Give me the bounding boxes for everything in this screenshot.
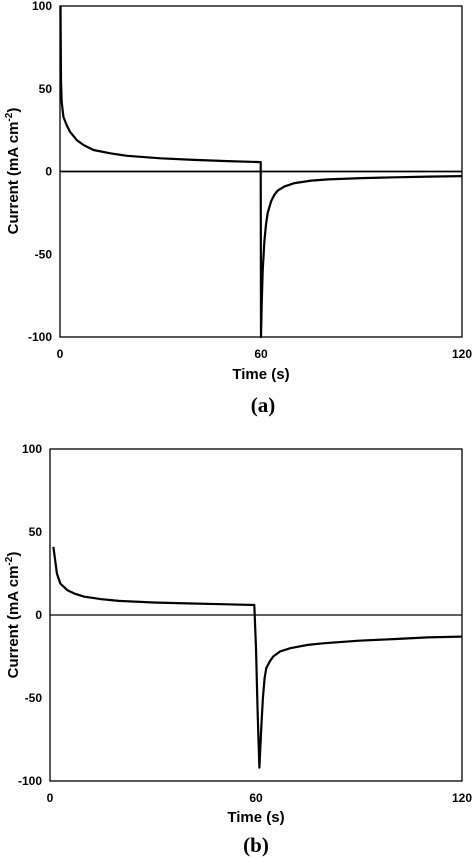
panel-b: 100 50 0 -50 -100 0 60 120 Time (s) Current (m… [4, 442, 472, 857]
series-line [59, 5, 463, 339]
x-tick-label: 0 [57, 347, 64, 361]
x-tick-label: 0 [47, 791, 54, 805]
x-tick-label: 120 [452, 347, 472, 361]
x-axis-title: Time (s) [227, 809, 284, 826]
y-axis-title-close: ) [5, 108, 22, 113]
x-tick-label: 120 [452, 791, 472, 805]
y-axis-title-sup: -2 [4, 556, 15, 565]
series-line [52, 546, 463, 769]
x-tick-label: 60 [249, 791, 263, 805]
panel-label: (a) [251, 393, 276, 417]
y-axis-title: Current (mA cm-2) [4, 552, 22, 679]
y-axis-title-text: Current (mA cm [5, 122, 22, 235]
y-tick-label: 100 [32, 0, 52, 13]
y-axis-title-close: ) [5, 552, 22, 557]
y-tick-labels: 100 50 0 -50 -100 [28, 0, 52, 344]
y-tick-labels: 100 50 0 -50 -100 [18, 442, 42, 788]
y-tick-label: 0 [45, 165, 52, 179]
y-axis-title: Current (mA cm-2) [4, 108, 22, 235]
x-axis-title: Time (s) [232, 366, 289, 383]
y-tick-label: -100 [18, 774, 42, 788]
x-tick-label: 60 [254, 347, 268, 361]
y-tick-label: 50 [39, 82, 53, 96]
y-tick-label: -50 [25, 691, 43, 705]
y-tick-label: -100 [28, 330, 52, 344]
y-axis-title-sup: -2 [4, 112, 15, 121]
x-tick-labels: 0 60 120 [47, 791, 473, 805]
panel-label: (b) [243, 833, 269, 857]
y-axis-title-text: Current (mA cm [5, 566, 22, 679]
x-axis-title-text: Time (s) [232, 366, 289, 383]
y-tick-label: 0 [35, 608, 42, 622]
y-tick-label: 50 [29, 525, 43, 539]
y-tick-label: 100 [22, 442, 42, 456]
x-axis-title-text: Time (s) [227, 809, 284, 826]
panel-a: 100 50 0 -50 -100 0 60 120 Time (s) Current (m… [4, 0, 472, 417]
y-tick-label: -50 [35, 247, 53, 261]
x-tick-labels: 0 60 120 [57, 347, 473, 361]
